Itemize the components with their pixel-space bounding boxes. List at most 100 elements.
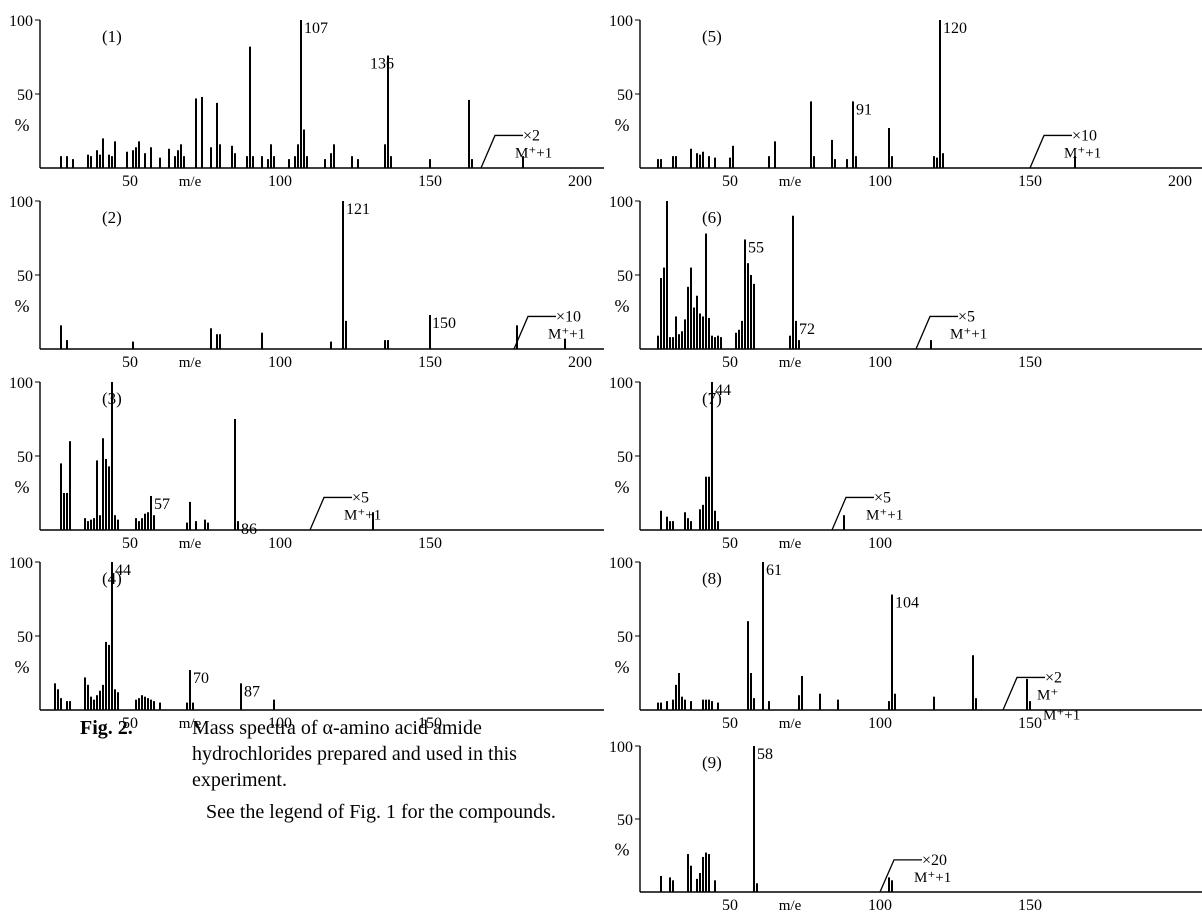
y-tick-label: 50 (617, 812, 633, 829)
caption-text: Mass spectra of α-amino acid amide hydro… (192, 717, 517, 791)
spectrum-panel: 100 50% 50 100 150 m/e (6) 55 72 ×5M⁺+1 (609, 194, 1202, 371)
x-tick-label: 100 (268, 715, 292, 732)
peak-value-label: 121 (346, 201, 370, 218)
panel-label: (8) (702, 569, 722, 588)
x-tick-label: 150 (418, 535, 442, 552)
x-tick-label: 100 (268, 173, 292, 190)
inset-bracket (309, 496, 352, 531)
inset-ion-label: M⁺+1 (1043, 707, 1080, 723)
y-tick-label: 50 (17, 449, 33, 466)
x-axis-label: m/e (779, 716, 802, 732)
peak-value-label: 57 (154, 496, 170, 513)
peak-value-label: 72 (799, 321, 815, 338)
peak-value-label: 55 (748, 239, 764, 256)
panel-label: (1) (102, 27, 122, 46)
x-tick-label: 100 (868, 715, 892, 732)
x-tick-label: 100 (868, 535, 892, 552)
peak-value-label: 107 (304, 20, 328, 37)
x-tick-label: 150 (418, 715, 442, 732)
inset-bracket (513, 315, 556, 350)
panel-label: (6) (702, 208, 722, 227)
y-axis-label: % (615, 296, 630, 316)
x-tick-label: 50 (722, 535, 738, 552)
x-tick-label: 100 (868, 173, 892, 190)
peak-value-label: 44 (715, 382, 731, 399)
peak-value-label: 86 (241, 521, 257, 538)
inset-ion-label: M⁺+1 (914, 870, 951, 886)
x-tick-label: 150 (1018, 354, 1042, 371)
x-tick-label: 50 (122, 354, 138, 371)
y-tick-label: 100 (609, 13, 633, 30)
y-axis-label: % (15, 657, 30, 677)
x-tick-label: 150 (1018, 173, 1042, 190)
peak-value-label: 61 (766, 562, 782, 579)
inset-ion-label: M⁺+1 (1064, 145, 1101, 161)
y-axis-label: % (15, 477, 30, 497)
inset-ion-label: M⁺+1 (866, 507, 903, 523)
x-axis-label: m/e (179, 355, 202, 371)
peak-value-label: 44 (115, 562, 131, 579)
inset-factor-label: ×2 (523, 127, 540, 144)
spectrum-panel: 100 50% 50 100 150 m/e (9) 58 ×20M⁺+1 (609, 739, 1202, 914)
inset-ion-label: M⁺+1 (515, 145, 552, 161)
x-axis-label: m/e (179, 174, 202, 190)
y-axis-label: % (15, 115, 30, 135)
inset-ion-label: M⁺+1 (950, 326, 987, 342)
x-axis-label: m/e (779, 536, 802, 552)
x-axis-label: m/e (779, 898, 802, 914)
inset-factor-label: ×5 (352, 489, 369, 506)
inset-bracket (915, 315, 958, 350)
inset-bracket (831, 496, 874, 531)
peak-value-label: 136 (370, 56, 394, 73)
peak-value-label: 58 (757, 746, 773, 763)
y-tick-label: 100 (9, 375, 33, 392)
x-tick-label: 100 (868, 897, 892, 914)
peak-value-label: 150 (432, 315, 456, 332)
inset-bracket (879, 859, 922, 893)
y-tick-label: 50 (617, 629, 633, 646)
caption-note: See the legend of Fig. 1 for the compoun… (206, 801, 556, 823)
spectrum-panel: 100 50% 50 100 150 200 m/e (5) 91 120 ×10M⁺+1 (609, 13, 1202, 190)
x-tick-label: 150 (1018, 715, 1042, 732)
spectrum-panel: 100 50% 50 100 150 200 m/e (2) 121 150 ×10M⁺+1 (9, 194, 604, 371)
x-tick-label: 50 (722, 173, 738, 190)
y-tick-label: 100 (9, 194, 33, 211)
panel-label: (5) (702, 27, 722, 46)
y-axis-label: % (615, 115, 630, 135)
x-axis-label: m/e (179, 536, 202, 552)
x-tick-label: 50 (722, 354, 738, 371)
x-axis-label: m/e (779, 355, 802, 371)
inset-factor-label: ×5 (958, 308, 975, 325)
x-tick-label: 150 (1018, 897, 1042, 914)
x-tick-label: 200 (568, 173, 592, 190)
x-tick-label: 150 (418, 173, 442, 190)
y-tick-label: 100 (609, 194, 633, 211)
y-tick-label: 100 (9, 555, 33, 572)
y-tick-label: 100 (609, 555, 633, 572)
spectrum-panel: 100 50% 50 100 150 m/e (8) 61 104 ×2M⁺ M⁺+1 (609, 555, 1202, 732)
x-tick-label: 200 (568, 354, 592, 371)
panel-label: (2) (102, 208, 122, 227)
x-tick-label: 50 (722, 715, 738, 732)
y-tick-label: 50 (17, 268, 33, 285)
inset-factor-label: ×20 (922, 852, 947, 869)
inset-factor-label: ×5 (874, 489, 891, 506)
x-tick-label: 100 (268, 535, 292, 552)
x-tick-label: 200 (1168, 173, 1192, 190)
panel-label: (9) (702, 753, 722, 772)
inset-factor-label: ×2 (1045, 669, 1062, 686)
x-axis-label: m/e (179, 716, 202, 732)
y-axis-label: % (615, 657, 630, 677)
y-tick-label: 100 (609, 375, 633, 392)
y-tick-label: 50 (617, 449, 633, 466)
inset-bracket (480, 134, 523, 169)
y-tick-label: 50 (17, 629, 33, 646)
y-tick-label: 100 (9, 13, 33, 30)
x-tick-label: 50 (122, 535, 138, 552)
peak-value-label: 87 (244, 683, 260, 700)
x-tick-label: 100 (268, 354, 292, 371)
y-tick-label: 50 (617, 268, 633, 285)
